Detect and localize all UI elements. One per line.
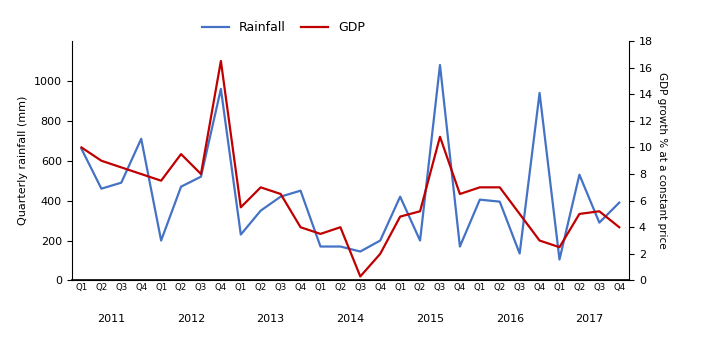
GDP — [296, 225, 305, 229]
Rainfall — [435, 63, 444, 67]
Rainfall — [217, 87, 225, 91]
GDP — [556, 245, 564, 249]
Rainfall — [237, 233, 245, 237]
Rainfall — [177, 185, 185, 189]
GDP — [575, 212, 583, 216]
Rainfall — [615, 200, 623, 205]
Rainfall — [197, 175, 205, 179]
Rainfall — [356, 249, 365, 253]
Rainfall — [516, 251, 524, 255]
Line: Rainfall: Rainfall — [82, 65, 619, 260]
Y-axis label: Quarterly rainfall (mm): Quarterly rainfall (mm) — [18, 96, 28, 225]
GDP — [595, 209, 603, 213]
GDP — [316, 232, 325, 236]
Rainfall — [475, 198, 484, 202]
Rainfall — [257, 209, 265, 213]
GDP — [416, 209, 425, 213]
GDP — [137, 172, 146, 176]
GDP — [77, 145, 86, 149]
GDP — [157, 179, 165, 183]
GDP — [257, 185, 265, 189]
Rainfall — [536, 91, 544, 95]
Line: GDP: GDP — [82, 61, 619, 276]
Rainfall — [416, 238, 425, 242]
GDP — [475, 185, 484, 189]
GDP — [237, 205, 245, 209]
Rainfall — [117, 181, 126, 185]
Rainfall — [455, 245, 464, 249]
Rainfall — [595, 221, 603, 225]
Rainfall — [97, 187, 106, 191]
GDP — [495, 185, 504, 189]
Legend: Rainfall, GDP: Rainfall, GDP — [197, 16, 370, 39]
Rainfall — [77, 147, 86, 151]
GDP — [376, 252, 385, 256]
GDP — [117, 165, 126, 169]
GDP — [336, 225, 345, 229]
GDP — [197, 172, 205, 176]
GDP — [516, 212, 524, 216]
GDP — [615, 225, 623, 229]
Rainfall — [575, 173, 583, 177]
Rainfall — [277, 195, 285, 199]
GDP — [536, 238, 544, 242]
Rainfall — [556, 258, 564, 262]
GDP — [97, 159, 106, 163]
GDP — [277, 192, 285, 196]
Rainfall — [316, 245, 325, 249]
Rainfall — [296, 189, 305, 193]
Rainfall — [396, 195, 405, 199]
GDP — [435, 135, 444, 139]
GDP — [455, 192, 464, 196]
Rainfall — [157, 238, 165, 242]
GDP — [217, 59, 225, 63]
GDP — [356, 274, 365, 278]
Y-axis label: GDP growth % at a constant price: GDP growth % at a constant price — [657, 73, 667, 249]
Rainfall — [495, 200, 504, 204]
Rainfall — [376, 238, 385, 242]
Rainfall — [336, 245, 345, 249]
GDP — [396, 214, 405, 219]
GDP — [177, 152, 185, 156]
Rainfall — [137, 137, 146, 141]
